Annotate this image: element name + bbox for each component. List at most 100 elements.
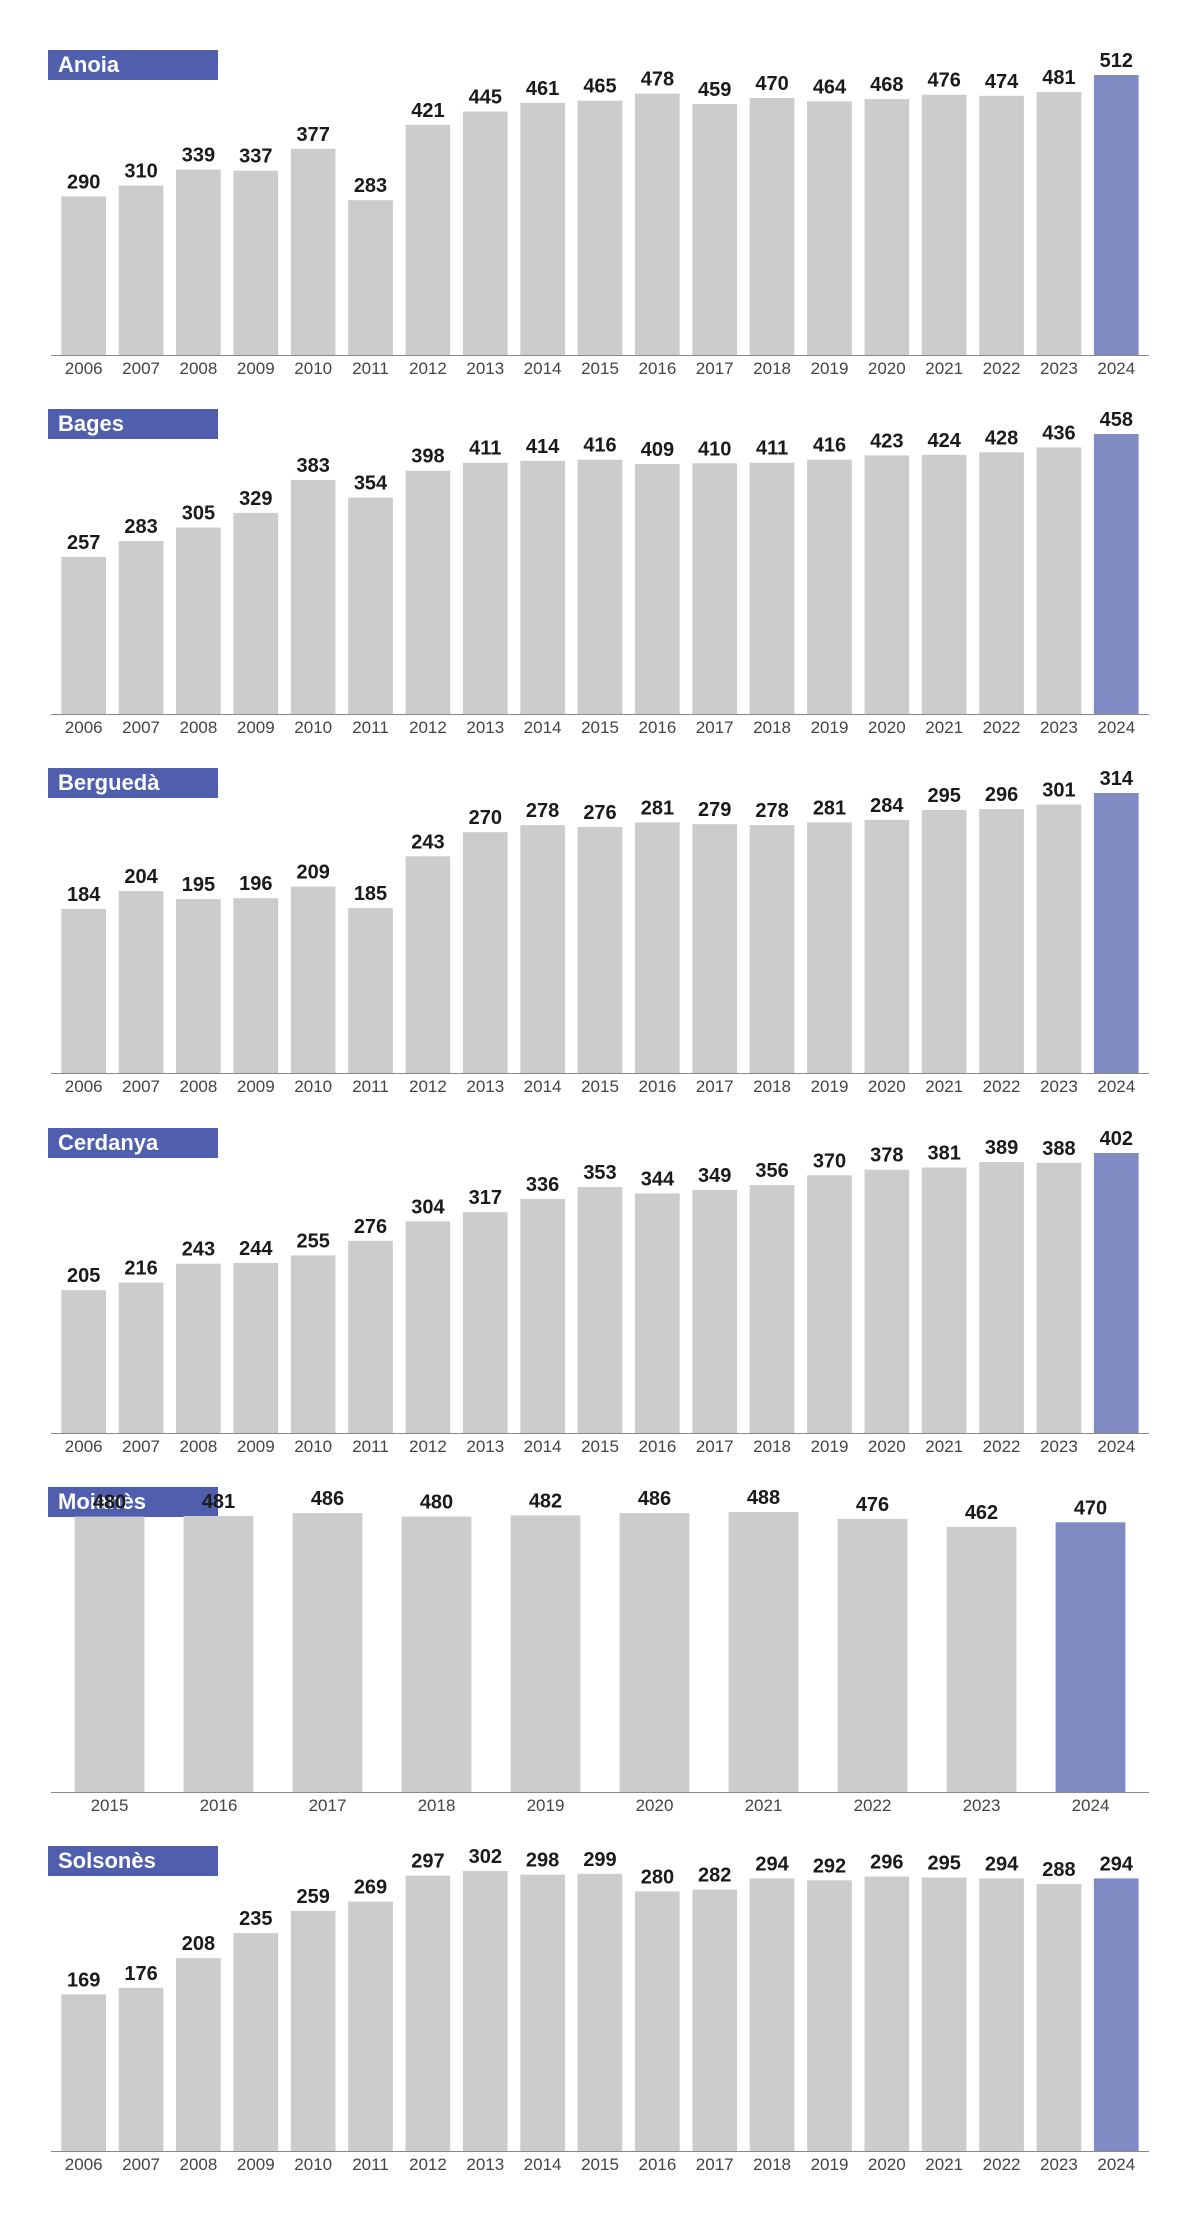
data-label: 244 (239, 1238, 273, 1260)
data-label: 279 (698, 799, 731, 821)
x-tick-label: 2014 (524, 718, 562, 737)
x-tick-label: 2014 (524, 1077, 562, 1096)
x-tick-label: 2012 (409, 2155, 447, 2174)
bar (807, 1880, 852, 2151)
data-label: 428 (985, 427, 1018, 449)
bar (749, 1878, 795, 2151)
x-tick-label: 2024 (1097, 359, 1135, 378)
panel-title: Bages (48, 409, 218, 439)
bar (233, 898, 279, 1073)
data-label: 284 (870, 795, 904, 817)
bar (401, 1516, 472, 1792)
data-label: 465 (583, 76, 616, 98)
bar (118, 891, 164, 1073)
x-tick-label: 2024 (1097, 718, 1135, 737)
chart-panel-bages: Bages 257 2006 283 2007 305 2008 329 2009 383 201… (0, 409, 1200, 739)
bar (577, 1873, 623, 2151)
bar (749, 1185, 795, 1433)
x-tick-label: 2023 (1040, 718, 1078, 737)
bar (61, 1994, 106, 2151)
data-label: 209 (297, 862, 330, 884)
data-label: 281 (813, 797, 846, 819)
x-tick-label: 2017 (696, 1077, 734, 1096)
data-label: 276 (583, 802, 616, 824)
x-tick-label: 2023 (1040, 1077, 1078, 1096)
data-label: 295 (928, 785, 961, 807)
bar (728, 1512, 799, 1792)
bar (233, 512, 279, 714)
data-label: 282 (698, 1865, 731, 1887)
x-tick-label: 2008 (179, 1437, 217, 1456)
x-tick-label: 2008 (179, 2155, 217, 2174)
data-label: 270 (469, 807, 502, 829)
x-tick-label: 2009 (237, 718, 275, 737)
x-tick-label: 2015 (581, 718, 619, 737)
bar (61, 196, 106, 355)
data-label: 255 (297, 1230, 330, 1252)
data-label: 416 (813, 435, 846, 457)
data-label: 280 (641, 1866, 674, 1888)
bar (520, 460, 565, 714)
data-label: 295 (928, 1853, 961, 1875)
bar (921, 94, 967, 355)
data-label: 185 (354, 883, 387, 905)
x-tick-label: 2010 (294, 718, 332, 737)
data-label: 481 (1042, 67, 1075, 89)
x-tick-label: 2021 (925, 718, 963, 737)
data-label: 476 (928, 70, 961, 92)
x-tick-label: 2018 (753, 359, 791, 378)
panel-title: Moianès (48, 1487, 218, 1517)
data-label: 281 (641, 797, 674, 819)
bar (1036, 92, 1082, 355)
data-label: 243 (411, 831, 444, 853)
chart-panel-anoia: Anoia 290 2006 310 2007 339 2008 337 2009 377 201… (0, 50, 1200, 380)
bar (176, 169, 221, 355)
data-label: 276 (354, 1216, 387, 1238)
bar (979, 1878, 1024, 2151)
data-label: 294 (985, 1853, 1019, 1875)
x-tick-label: 2007 (122, 1437, 160, 1456)
x-tick-label: 2008 (179, 359, 217, 378)
x-tick-label: 2022 (983, 359, 1021, 378)
x-tick-label: 2023 (963, 1796, 1001, 1815)
bar (1093, 1153, 1139, 1433)
x-tick-label: 2014 (524, 2155, 562, 2174)
bar (635, 1891, 680, 2151)
bar (118, 1282, 164, 1433)
data-label: 416 (583, 435, 616, 457)
x-tick-label: 2021 (745, 1796, 783, 1815)
x-tick-label: 2014 (524, 1437, 562, 1456)
x-tick-label: 2010 (294, 2155, 332, 2174)
bar (290, 886, 336, 1073)
bar (692, 1189, 738, 1433)
data-label: 388 (1042, 1138, 1075, 1160)
data-label: 305 (182, 503, 215, 525)
bar (118, 1987, 164, 2151)
data-label: 389 (985, 1137, 1018, 1159)
x-tick-label: 2024 (1097, 1437, 1135, 1456)
bar-plot: 205 2006 216 2007 243 2008 244 2009 255 2010 276 20… (51, 1128, 1149, 1456)
x-tick-label: 2010 (294, 359, 332, 378)
bar (233, 1263, 279, 1433)
x-tick-label: 2011 (352, 1437, 389, 1456)
data-label: 294 (755, 1853, 789, 1875)
bar (864, 1169, 910, 1433)
bar (692, 463, 738, 714)
bar (462, 111, 508, 355)
bar (577, 459, 623, 714)
data-label: 302 (469, 1846, 502, 1868)
x-tick-label: 2024 (1072, 1796, 1110, 1815)
x-tick-label: 2015 (581, 359, 619, 378)
x-tick-label: 2022 (983, 1437, 1021, 1456)
data-label: 259 (297, 1886, 330, 1908)
x-tick-label: 2015 (91, 1796, 129, 1815)
data-label: 423 (870, 430, 903, 452)
x-tick-label: 2006 (65, 2155, 103, 2174)
x-tick-label: 2023 (1040, 359, 1078, 378)
data-label: 257 (67, 532, 100, 554)
data-label: 283 (354, 175, 387, 197)
bar (290, 1255, 336, 1433)
x-tick-label: 2013 (466, 2155, 504, 2174)
x-tick-label: 2018 (418, 1796, 456, 1815)
